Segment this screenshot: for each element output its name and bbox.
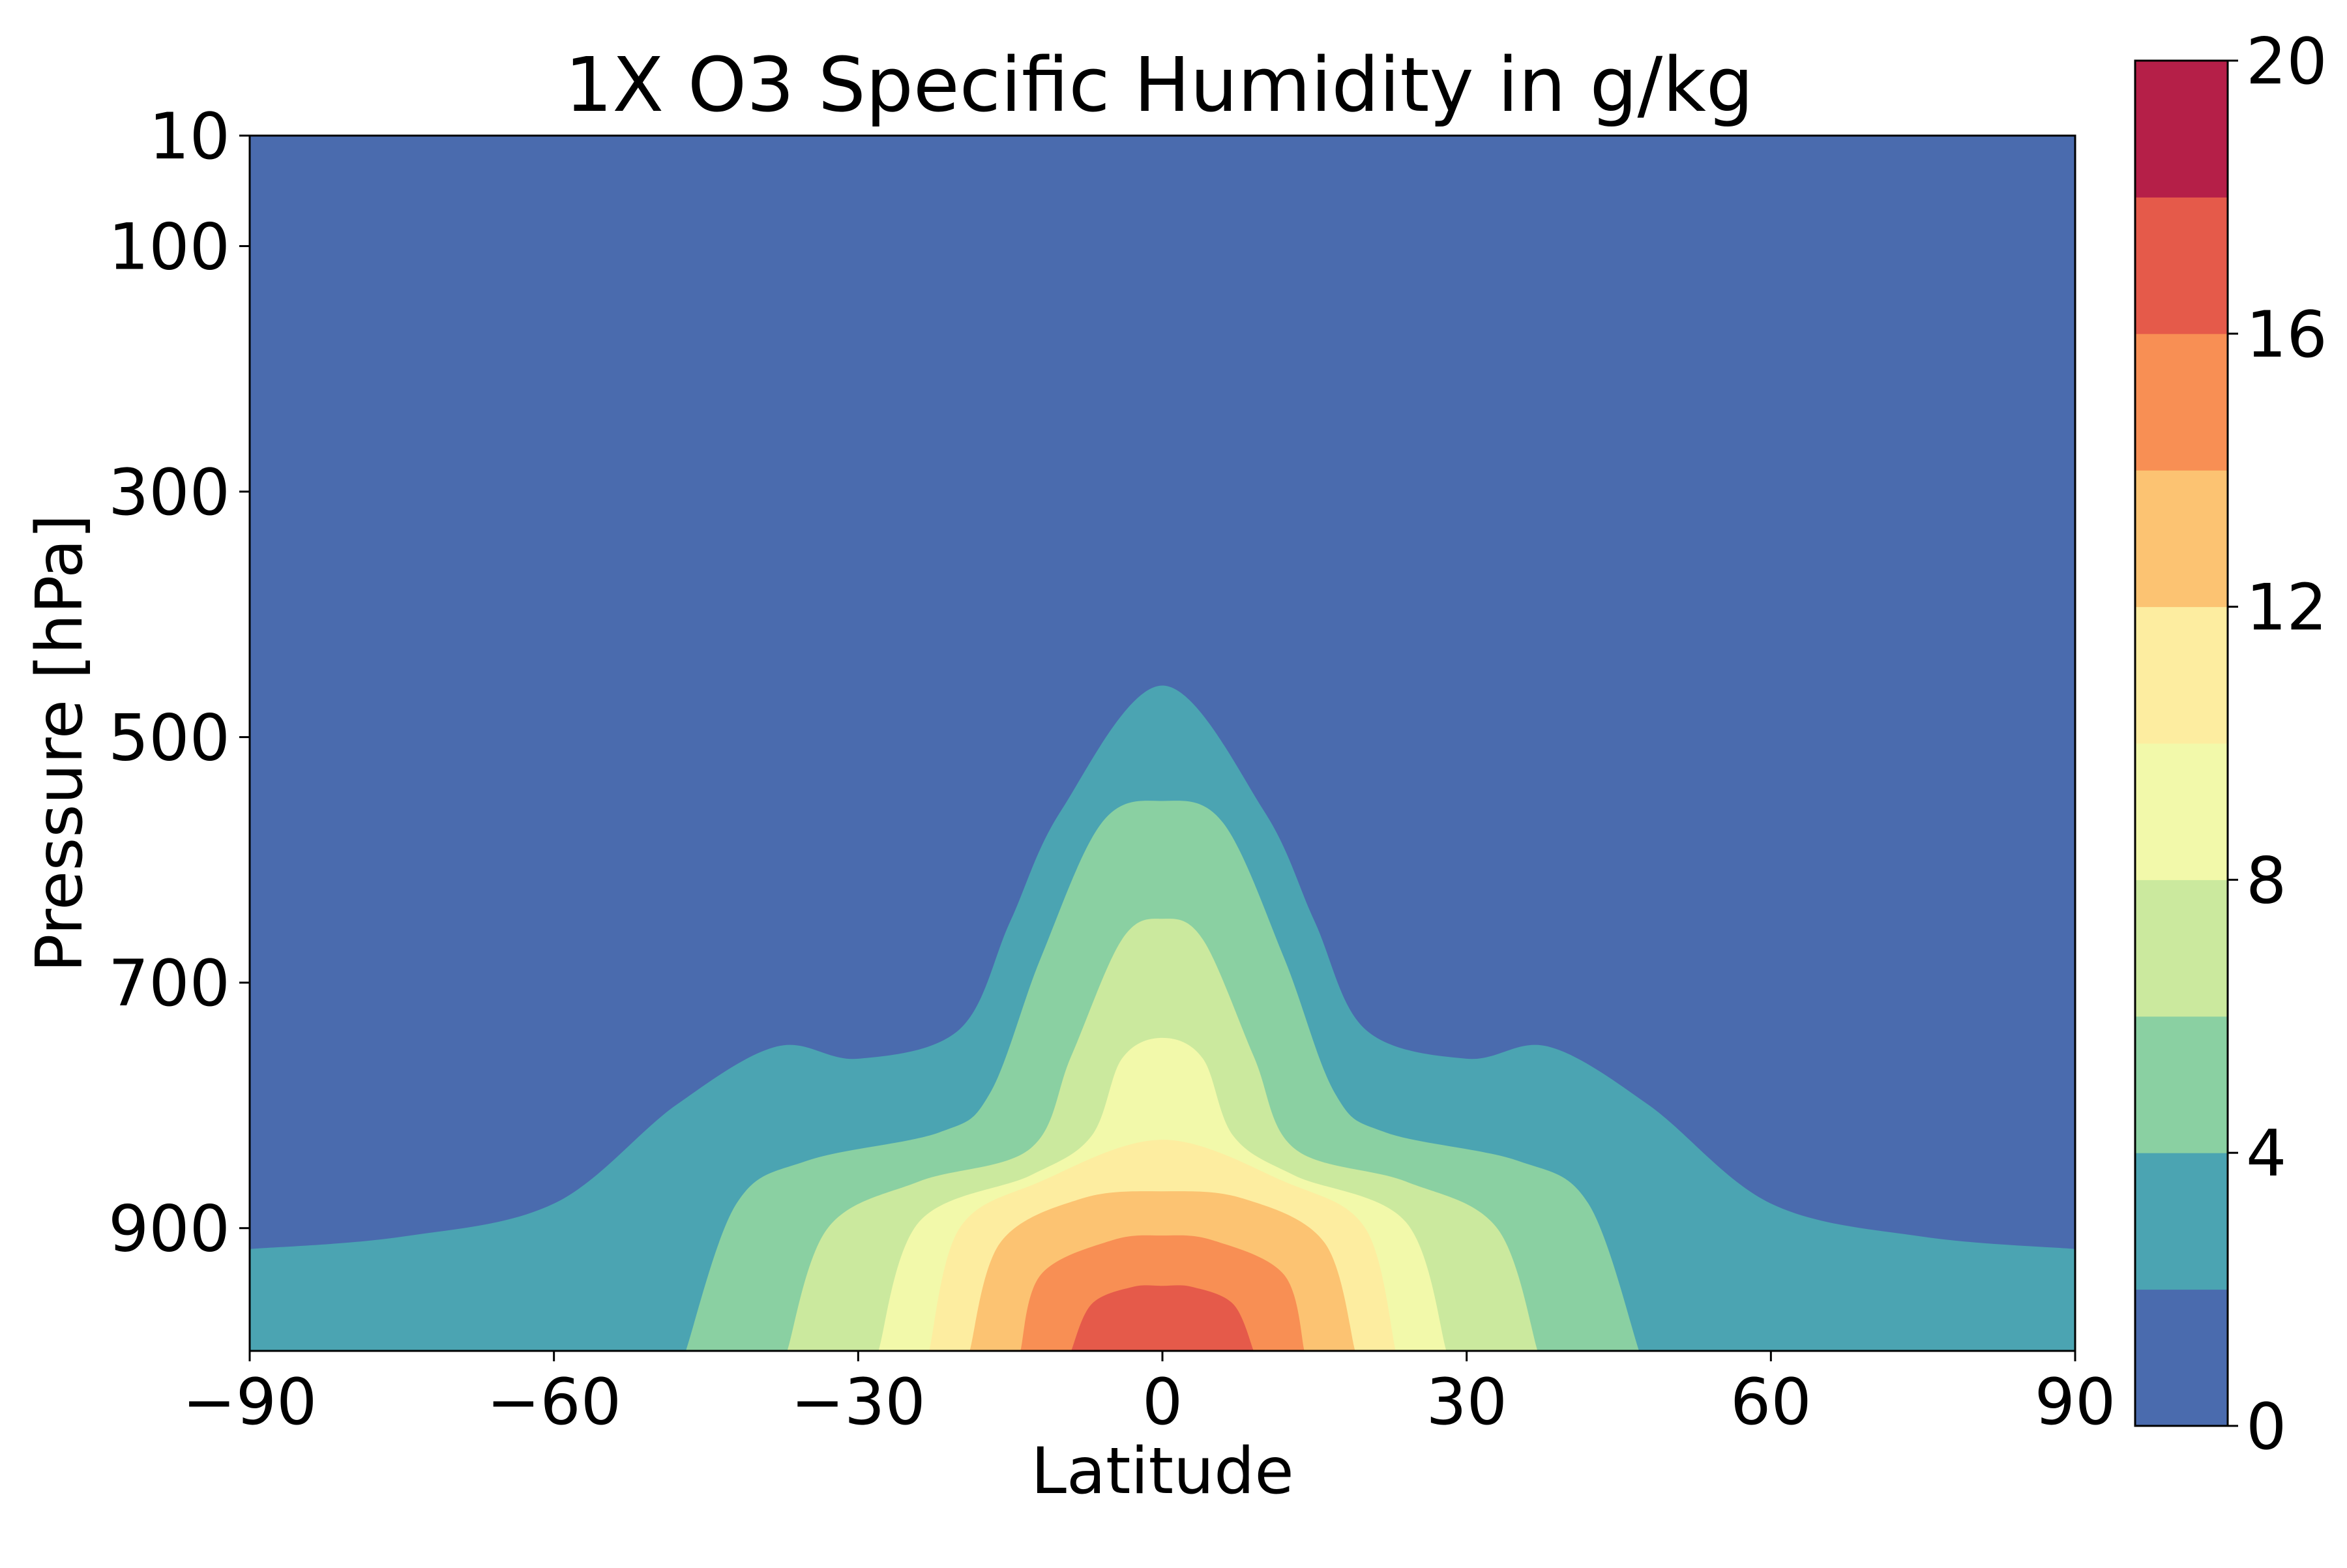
colorbar-tick-label: 0 [2246, 1390, 2286, 1464]
y-tick-label: 10 [149, 100, 230, 174]
colorbar: 0 4 8 12 16 20 [2134, 25, 2327, 1464]
colorbar-segment [2135, 743, 2228, 880]
colorbar-segment [2135, 470, 2228, 608]
colorbar-tick-label: 8 [2246, 844, 2286, 918]
chart-title: 1X O3 Specific Humidity in g/kg [565, 42, 1754, 129]
y-tick-label: 300 [108, 456, 230, 530]
x-axis-label: Latitude [1031, 1434, 1293, 1509]
colorbar-segment [2135, 1016, 2228, 1153]
plot-area [250, 136, 2075, 1351]
colorbar-segment [2135, 333, 2228, 471]
y-tick-label: 500 [108, 702, 230, 776]
colorbar-segment [2135, 880, 2228, 1017]
colorbar-tick-label: 12 [2246, 571, 2327, 645]
colorbar-segment [2135, 606, 2228, 744]
colorbar-tick-label: 16 [2246, 298, 2327, 372]
y-axis-label: Pressure [hPa] [23, 514, 97, 973]
x-tick-label: 30 [1426, 1365, 1507, 1440]
colorbar-tick-label: 20 [2246, 25, 2327, 99]
x-axis: −90 −60 −30 0 30 60 90 [183, 1351, 2116, 1440]
contour-band-16 [1071, 1285, 1254, 1351]
x-tick-label: 0 [1142, 1365, 1183, 1440]
x-tick-label: 60 [1730, 1365, 1812, 1440]
y-tick-label: 100 [108, 210, 230, 284]
x-tick-label: −60 [486, 1365, 621, 1440]
colorbar-segment [2135, 197, 2228, 334]
colorbar-frame [2134, 59, 2229, 1427]
x-tick-label: −30 [791, 1365, 926, 1440]
colorbar-segment [2135, 1289, 2228, 1427]
x-tick-label: 90 [2035, 1365, 2116, 1440]
y-tick-label: 900 [108, 1192, 230, 1267]
y-axis: 10 100 300 500 700 900 [108, 100, 250, 1267]
colorbar-segment [2135, 61, 2228, 198]
colorbar-segment [2135, 1153, 2228, 1290]
y-tick-label: 700 [108, 947, 230, 1021]
colorbar-tick-label: 4 [2246, 1117, 2286, 1191]
x-tick-label: −90 [183, 1365, 317, 1440]
